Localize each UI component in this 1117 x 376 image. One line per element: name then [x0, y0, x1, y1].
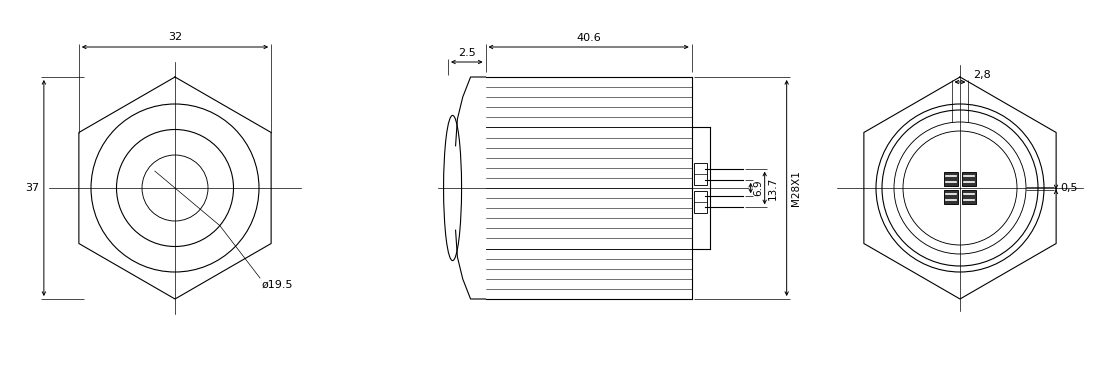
- Text: 2.5: 2.5: [458, 48, 476, 58]
- Bar: [944, 190, 958, 204]
- Text: ø19.5: ø19.5: [262, 280, 294, 290]
- Bar: [962, 190, 976, 204]
- Text: 2,8: 2,8: [973, 70, 991, 80]
- Text: 37: 37: [25, 183, 39, 193]
- Bar: [694, 191, 707, 213]
- Text: 6.9: 6.9: [754, 180, 764, 196]
- Text: 0,5: 0,5: [1060, 183, 1078, 193]
- Bar: [962, 172, 976, 186]
- Bar: [694, 163, 707, 185]
- Text: 13.7: 13.7: [767, 176, 777, 200]
- Text: M28X1: M28X1: [791, 170, 801, 206]
- Bar: [944, 172, 958, 186]
- Text: 40.6: 40.6: [576, 33, 601, 43]
- Text: 32: 32: [168, 32, 182, 42]
